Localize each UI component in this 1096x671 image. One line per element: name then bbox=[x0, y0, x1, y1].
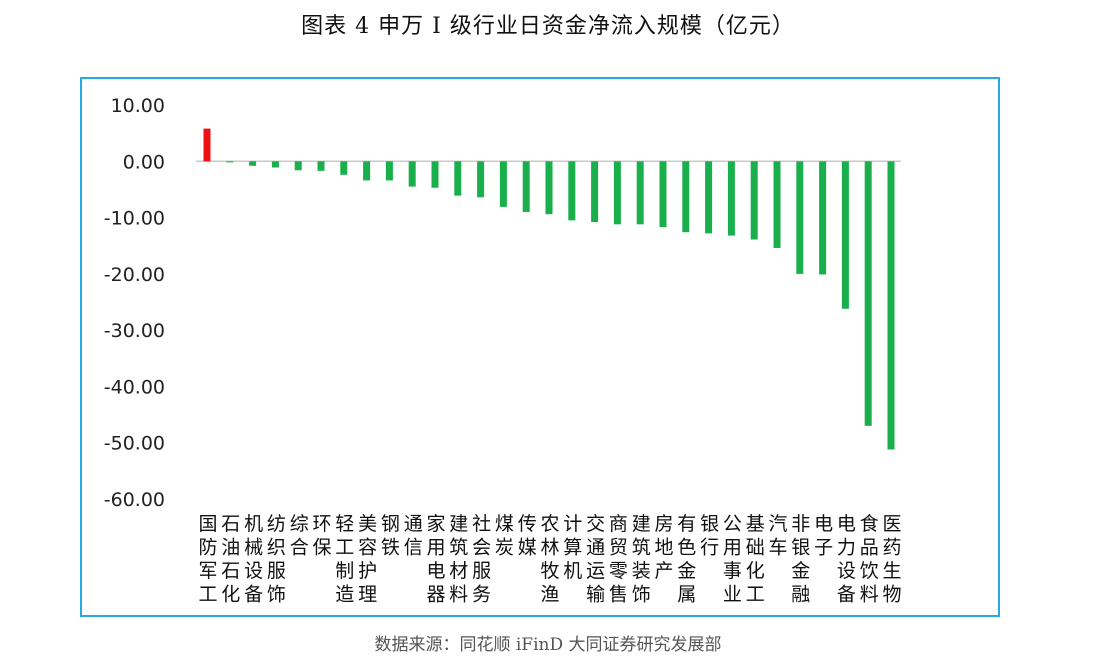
chart-title: 图表 4 申万 I 级行业日资金净流入规模（亿元） bbox=[301, 14, 795, 39]
bar-传媒 bbox=[522, 161, 530, 212]
bar-电子 bbox=[819, 161, 827, 275]
data-source-note: 数据来源：同花顺 iFinD 大同证券研究发展部 bbox=[374, 635, 722, 655]
category-label: 有色金属 bbox=[677, 513, 696, 606]
category-label: 建筑装饰 bbox=[632, 513, 651, 606]
y-tick-label: -40.00 bbox=[104, 376, 165, 398]
bar-农林牧渔 bbox=[545, 161, 553, 215]
category-label: 电力设备 bbox=[837, 513, 856, 606]
bar-综合 bbox=[294, 161, 302, 171]
bar-轻工制造 bbox=[340, 161, 348, 175]
bar-社会服务 bbox=[477, 161, 485, 198]
category-label: 医药生物 bbox=[882, 513, 901, 606]
category-label: 银行 bbox=[700, 513, 719, 559]
category-label: 计算机 bbox=[563, 513, 582, 582]
y-tick-label: 10.00 bbox=[111, 95, 165, 117]
category-label: 食品饮料 bbox=[860, 513, 879, 606]
bar-环保 bbox=[317, 161, 325, 171]
bar-机械设备 bbox=[249, 161, 257, 166]
category-label: 纺织服饰 bbox=[267, 513, 286, 606]
bar-煤炭 bbox=[499, 161, 507, 207]
bar-有色金属 bbox=[682, 161, 690, 233]
chart-frame bbox=[80, 77, 1000, 617]
bar-建筑装饰 bbox=[636, 161, 644, 225]
bar-非银金融 bbox=[796, 161, 804, 274]
category-label: 家用电器 bbox=[426, 513, 445, 606]
category-label: 通信 bbox=[404, 513, 423, 559]
category-label: 机械设备 bbox=[244, 513, 263, 606]
category-label: 传媒 bbox=[518, 513, 537, 559]
category-label: 美容护理 bbox=[358, 513, 377, 606]
bar-交通运输 bbox=[591, 161, 599, 223]
y-tick-label: 0.00 bbox=[123, 151, 165, 173]
bar-商贸零售 bbox=[613, 161, 621, 225]
bar-房地产 bbox=[659, 161, 667, 228]
y-tick-label: -50.00 bbox=[104, 433, 165, 455]
bar-计算机 bbox=[568, 161, 576, 221]
category-label: 环保 bbox=[312, 513, 331, 559]
category-label: 煤炭 bbox=[495, 513, 514, 559]
category-label: 交通运输 bbox=[586, 513, 605, 606]
category-label: 综合 bbox=[290, 513, 309, 559]
category-label: 钢铁 bbox=[381, 513, 400, 559]
bar-家用电器 bbox=[431, 161, 439, 188]
bar-通信 bbox=[408, 161, 416, 187]
category-label: 汽车 bbox=[768, 513, 787, 559]
y-tick-label: -30.00 bbox=[104, 320, 165, 342]
category-label: 非银金融 bbox=[791, 513, 810, 606]
category-label: 电子 bbox=[814, 513, 833, 559]
y-tick-label: -10.00 bbox=[104, 208, 165, 230]
category-label: 房地产 bbox=[654, 513, 673, 582]
category-label: 国防军工 bbox=[198, 513, 217, 606]
category-label: 轻工制造 bbox=[335, 513, 354, 606]
bar-国防军工 bbox=[203, 128, 211, 162]
category-label: 公用事业 bbox=[723, 513, 742, 606]
category-label: 石油石化 bbox=[221, 513, 240, 606]
y-tick-label: -60.00 bbox=[104, 489, 165, 511]
bar-纺织服饰 bbox=[271, 161, 279, 168]
category-label: 基础化工 bbox=[746, 513, 765, 606]
bar-汽车 bbox=[773, 161, 781, 248]
bar-银行 bbox=[705, 161, 713, 234]
bar-食品饮料 bbox=[864, 161, 872, 426]
bar-医药生物 bbox=[887, 161, 895, 450]
category-label: 商贸零售 bbox=[609, 513, 628, 606]
bar-公用事业 bbox=[727, 161, 735, 236]
y-tick-label: -20.00 bbox=[104, 264, 165, 286]
bar-石油石化 bbox=[226, 161, 234, 163]
bar-美容护理 bbox=[363, 161, 371, 181]
category-label: 农林牧渔 bbox=[540, 513, 559, 606]
bar-建筑材料 bbox=[454, 161, 462, 196]
bar-基础化工 bbox=[750, 161, 758, 240]
category-label: 社会服务 bbox=[472, 513, 491, 606]
bar-钢铁 bbox=[385, 161, 393, 181]
bar-电力设备 bbox=[841, 161, 849, 309]
category-label: 建筑材料 bbox=[449, 513, 468, 606]
